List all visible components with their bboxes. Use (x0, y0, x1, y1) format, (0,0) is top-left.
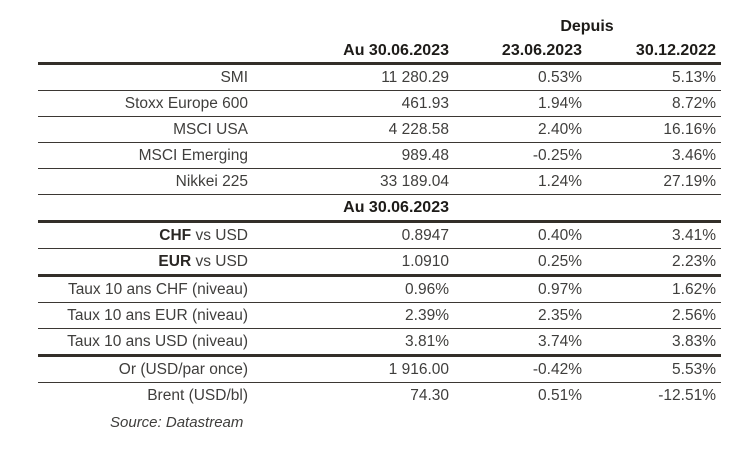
row-label: EUR vs USD (38, 253, 253, 271)
current-date-header: Au 30.06.2023 (343, 42, 449, 59)
source-note: Source: Datastream (110, 414, 244, 431)
table-row-taux-10-ans-eur: Taux 10 ans EUR (niveau) 2.39% 2.35% 2.5… (38, 303, 721, 329)
table-row-stoxx-europe-600: Stoxx Europe 600 461.93 1.94% 8.72% (38, 91, 721, 117)
change-col-header-23-06: 23.06.2023 (501, 42, 582, 59)
change-since-30-12: 1.62% (672, 280, 716, 298)
value-current: 1 916.00 (388, 360, 449, 378)
value-current: 0.8947 (401, 226, 449, 244)
change-since-30-12: 2.56% (672, 306, 716, 324)
change-since-30-12: 16.16% (663, 120, 716, 138)
value-current: 2.39% (405, 306, 449, 324)
row-label: Taux 10 ans EUR (niveau) (67, 306, 248, 324)
table-row-msci-usa: MSCI USA 4 228.58 2.40% 16.16% (38, 117, 721, 143)
row-label: Taux 10 ans CHF (niveau) (67, 280, 248, 298)
change-since-23-06: -0.25% (532, 146, 582, 164)
row-label: SMI (220, 68, 248, 86)
change-since-30-12: 2.23% (672, 252, 716, 270)
change-col-header-30-12: 30.12.2022 (635, 42, 716, 59)
change-since-23-06: 0.97% (538, 280, 582, 298)
value-current: 4 228.58 (388, 120, 449, 138)
table-row-smi: SMI 11 280.29 0.53% 5.13% (38, 65, 721, 91)
row-label: MSCI Emerging (138, 146, 248, 164)
change-since-23-06: -0.42% (532, 360, 582, 378)
value-current: 1.0910 (401, 252, 449, 270)
table-row-chf-vs-usd: CHF vs USD 0.8947 0.40% 3.41% (38, 223, 721, 249)
change-since-30-12: -12.51% (658, 387, 716, 404)
change-since-23-06: 0.53% (538, 68, 582, 86)
table-row-nikkei-225: Nikkei 225 33 189.04 1.24% 27.19% (38, 169, 721, 195)
value-current: 0.96% (405, 280, 449, 298)
change-since-30-12: 5.53% (672, 360, 716, 378)
row-label-rest: vs USD (191, 226, 248, 244)
row-label: CHF vs USD (38, 227, 253, 245)
table-row-taux-10-ans-usd: Taux 10 ans USD (niveau) 3.81% 3.74% 3.8… (38, 329, 721, 357)
table-header-depuis-row: Depuis (38, 14, 721, 40)
change-since-30-12: 3.83% (672, 332, 716, 350)
table-row-brent: Brent (USD/bl) 74.30 0.51% -12.51% (38, 383, 721, 409)
row-label: MSCI USA (173, 120, 248, 138)
change-since-23-06: 2.35% (538, 306, 582, 324)
row-label: Stoxx Europe 600 (124, 94, 248, 112)
change-since-23-06: 2.40% (538, 120, 582, 138)
depuis-label: Depuis (560, 18, 614, 35)
table-row-taux-10-ans-chf: Taux 10 ans CHF (niveau) 0.96% 0.97% 1.6… (38, 277, 721, 303)
markets-table: Depuis Au 30.06.2023 23.06.2023 30.12.20… (38, 14, 721, 431)
row-label: Brent (USD/bl) (147, 387, 248, 404)
fx-section-header-row: Au 30.06.2023 (38, 195, 721, 223)
change-since-30-12: 3.41% (672, 226, 716, 244)
change-since-30-12: 27.19% (663, 172, 716, 190)
table-header-dates-row: Au 30.06.2023 23.06.2023 30.12.2022 (38, 40, 721, 65)
table-row-eur-vs-usd: EUR vs USD 1.0910 0.25% 2.23% (38, 249, 721, 277)
change-since-30-12: 3.46% (672, 146, 716, 164)
change-since-23-06: 1.94% (538, 94, 582, 112)
change-since-30-12: 8.72% (672, 94, 716, 112)
value-current: 74.30 (410, 387, 449, 404)
change-since-23-06: 0.40% (538, 226, 582, 244)
value-current: 3.81% (405, 332, 449, 350)
row-label: Taux 10 ans USD (niveau) (67, 332, 248, 350)
row-label: Nikkei 225 (175, 172, 248, 190)
fx-section-date-header: Au 30.06.2023 (343, 198, 449, 216)
change-since-23-06: 0.25% (538, 252, 582, 270)
table-row-msci-emerging: MSCI Emerging 989.48 -0.25% 3.46% (38, 143, 721, 169)
currency-code: CHF (159, 226, 192, 244)
change-since-23-06: 1.24% (538, 172, 582, 190)
value-current: 989.48 (401, 146, 449, 164)
row-label: Or (USD/par once) (118, 360, 248, 378)
change-since-23-06: 0.51% (538, 387, 582, 404)
change-since-23-06: 3.74% (538, 332, 582, 350)
change-since-30-12: 5.13% (672, 68, 716, 86)
currency-code: EUR (158, 252, 192, 270)
value-current: 11 280.29 (381, 68, 449, 86)
row-label-rest: vs USD (191, 252, 248, 270)
value-current: 33 189.04 (380, 172, 449, 190)
value-current: 461.93 (401, 94, 449, 112)
table-row-or-gold: Or (USD/par once) 1 916.00 -0.42% 5.53% (38, 357, 721, 383)
